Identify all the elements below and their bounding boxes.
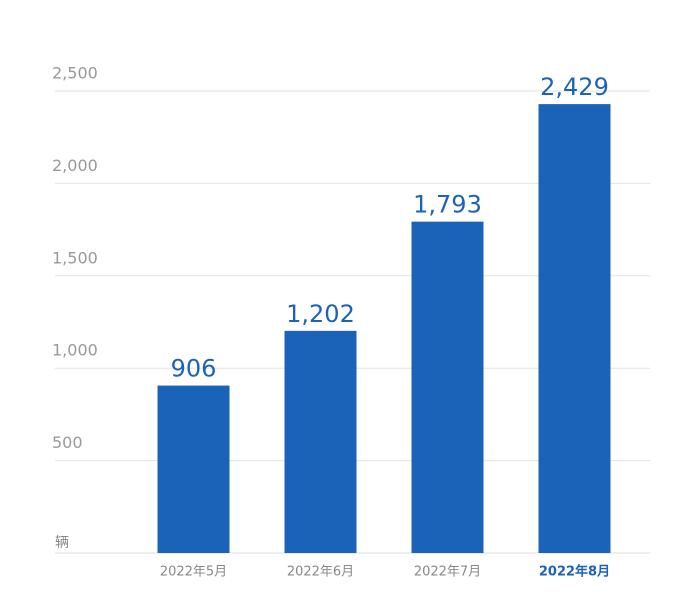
value-label: 1,202 (286, 300, 355, 328)
bar (284, 330, 357, 553)
x-tick-label: 2022年8月 (539, 564, 610, 580)
x-tick-label: 2022年7月 (414, 565, 481, 580)
value-label: 2,429 (540, 73, 609, 101)
y-tick-label: 1,000 (52, 341, 98, 360)
value-label: 1,793 (413, 191, 482, 219)
bar (538, 104, 611, 554)
x-tick-label: 2022年6月 (287, 565, 354, 580)
y-tick-label: 2,000 (52, 156, 98, 175)
y-tick-label: 2,500 (52, 64, 98, 83)
y-tick-label: 1,500 (52, 248, 98, 267)
bar (411, 221, 484, 553)
y-tick-label: 500 (52, 433, 83, 452)
y-axis-unit: 辆 (55, 535, 69, 551)
x-tick-label: 2022年5月 (160, 565, 227, 580)
bar (157, 385, 230, 553)
value-label: 906 (171, 355, 217, 383)
